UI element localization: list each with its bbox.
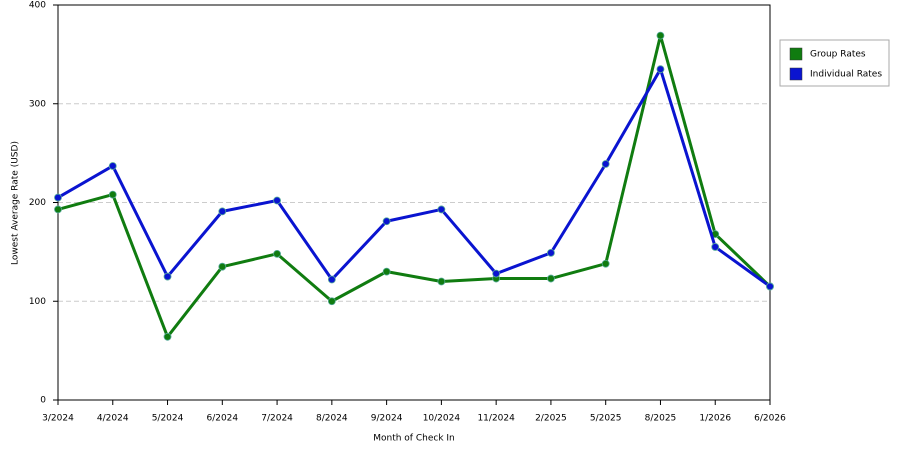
legend-swatch — [789, 67, 803, 81]
data-point — [163, 272, 172, 281]
legend-swatch — [789, 47, 803, 61]
legend-label: Group Rates — [810, 50, 866, 60]
x-tick-label: 5/2025 — [590, 414, 622, 424]
legend-label: Individual Rates — [810, 70, 882, 80]
x-tick-label: 6/2024 — [206, 414, 238, 424]
y-tick-label: 100 — [29, 297, 46, 307]
data-point — [766, 282, 774, 291]
data-point — [711, 243, 720, 251]
data-point — [218, 207, 227, 216]
x-tick-label: 11/2024 — [477, 414, 515, 424]
x-tick-label: 7/2024 — [261, 414, 293, 424]
data-point — [437, 277, 446, 286]
x-axis-label: Month of Check In — [373, 434, 455, 444]
data-point — [601, 259, 610, 268]
data-point — [108, 162, 117, 170]
data-point — [273, 196, 281, 205]
y-tick-label: 200 — [29, 198, 46, 208]
x-tick-label: 10/2024 — [423, 414, 461, 424]
data-point — [547, 274, 555, 283]
data-point — [218, 262, 227, 271]
y-tick-label: 300 — [29, 99, 46, 109]
plot-frame — [57, 4, 771, 401]
data-point — [54, 193, 62, 202]
data-point — [492, 269, 501, 278]
x-tick-label: 8/2025 — [645, 414, 677, 424]
data-point — [601, 160, 610, 168]
data-point — [273, 249, 281, 258]
data-point — [382, 267, 391, 276]
data-point — [656, 31, 665, 40]
data-point — [108, 190, 117, 199]
data-point — [382, 217, 391, 226]
data-point — [547, 248, 555, 257]
x-tick-label: 2/2025 — [535, 414, 567, 424]
x-tick-label: 8/2024 — [316, 414, 348, 424]
x-tick-label: 1/2026 — [699, 414, 731, 424]
x-tick-label: 5/2024 — [152, 414, 184, 424]
x-tick-label: 4/2024 — [97, 414, 129, 424]
series-line — [57, 67, 771, 288]
data-point — [54, 205, 62, 214]
x-tick-label: 3/2024 — [42, 414, 74, 424]
data-point — [327, 297, 336, 306]
data-point — [437, 205, 446, 214]
data-point — [327, 275, 336, 284]
series-line — [57, 34, 772, 339]
data-point — [163, 332, 172, 341]
x-tick-label: 6/2026 — [754, 414, 786, 424]
y-tick-label: 400 — [29, 1, 46, 11]
y-axis-label: Lowest Average Rate (USD) — [11, 141, 21, 265]
y-tick-label: 0 — [40, 396, 46, 406]
x-tick-label: 9/2024 — [371, 414, 403, 424]
data-point — [656, 65, 665, 74]
